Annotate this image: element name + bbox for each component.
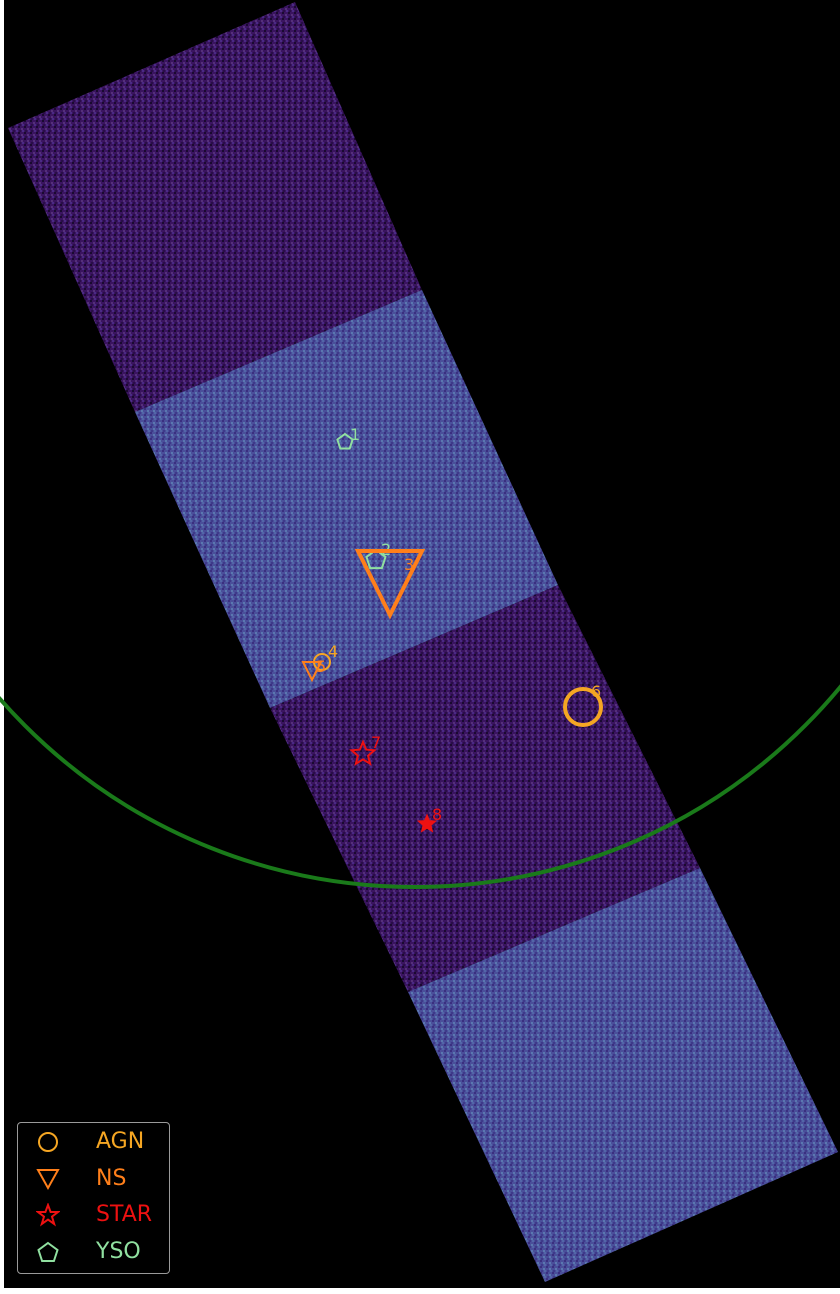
legend-label-ns: NS	[96, 1166, 127, 1191]
star-icon	[349, 739, 377, 766]
source-label: 4	[328, 642, 338, 661]
star-icon	[416, 813, 438, 833]
triangle-down-icon	[301, 661, 323, 683]
legend-label-star: STAR	[96, 1202, 153, 1227]
triangle-down-icon	[354, 549, 426, 620]
circle-icon	[563, 687, 603, 727]
ccd-strip	[8, 2, 838, 1282]
source-label: 3	[404, 555, 414, 574]
source-marker-6[interactable]: 6	[563, 682, 603, 727]
ccd-chip-4	[408, 868, 838, 1282]
ccd-chip-3	[270, 585, 700, 992]
pentagon-icon	[365, 548, 387, 570]
source-marker-8[interactable]: 8	[416, 805, 442, 833]
legend-item-yso: YSO	[18, 1234, 171, 1270]
legend-item-ns: NS	[18, 1161, 171, 1197]
source-label: 8	[432, 805, 442, 824]
source-label: 7	[371, 733, 381, 752]
legend-item-agn: AGN	[18, 1124, 171, 1160]
star-icon	[36, 1203, 60, 1227]
pentagon-icon	[336, 432, 354, 450]
legend: AGN NS STAR YSO	[17, 1122, 170, 1274]
source-marker-7[interactable]: 7	[349, 733, 382, 766]
source-label: 1	[350, 425, 360, 444]
circle-icon	[38, 1132, 58, 1152]
ccd-chip-1	[8, 2, 422, 412]
source-label: 5	[316, 657, 326, 676]
fov-circle	[0, 683, 840, 889]
source-label: 6	[591, 682, 601, 701]
legend-item-star: STAR	[18, 1197, 171, 1233]
pentagon-icon	[37, 1241, 59, 1262]
source-marker-5[interactable]: 5	[301, 657, 326, 683]
legend-label-yso: YSO	[96, 1239, 141, 1264]
triangle-down-icon	[36, 1169, 60, 1191]
source-marker-1[interactable]: 1	[336, 425, 360, 450]
ccd-chip-2	[135, 290, 558, 708]
legend-label-agn: AGN	[96, 1129, 145, 1154]
source-marker-3[interactable]: 3	[354, 549, 426, 620]
